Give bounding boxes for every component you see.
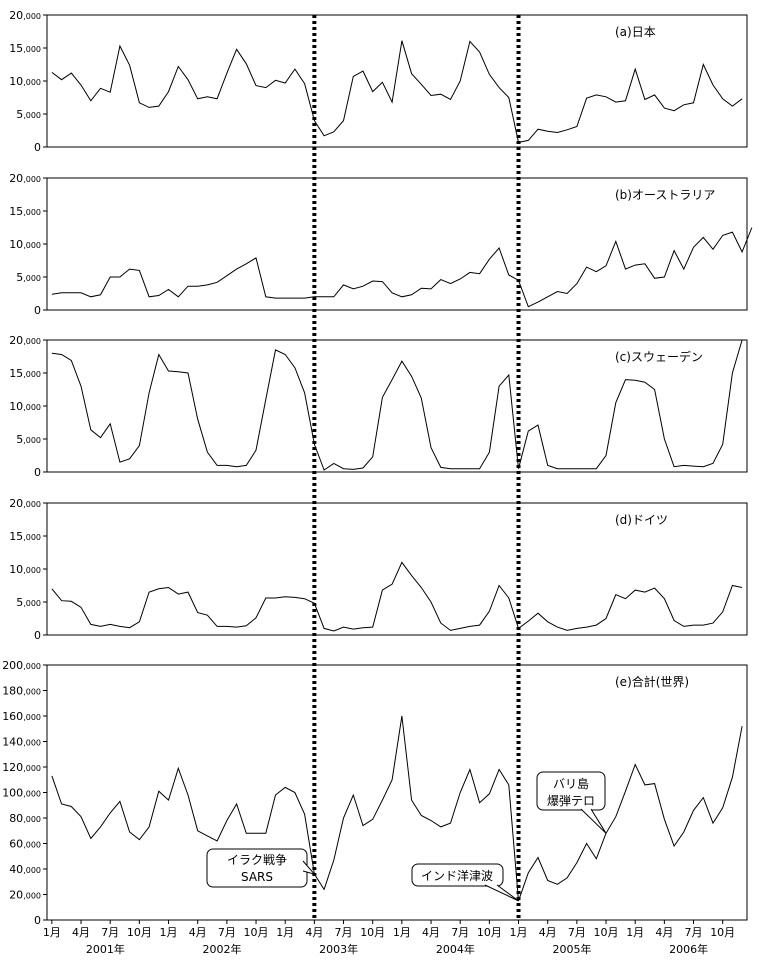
y-tick-label: 200,000 [2,659,41,672]
x-tick-label: 1月 [626,926,644,939]
y-tick-label: 160,000 [2,710,41,723]
x-axis: 1月 4月 7月 10月 1月 4月 7月 10月 1月 4月 7月 10月 1月 4月 7月 10月 1月 4月… [43,920,735,956]
callout-pointer [484,884,519,902]
y-tick-label: 10,000 [9,75,41,88]
callout-box [536,771,606,811]
x-tick-label: 4月 [655,926,673,939]
panel-0: 0 5,000 10,000 15,000 20,000 (a)日本 [9,9,748,154]
x-tick-label: 1月 [393,926,411,939]
y-tick-label: 10,000 [9,238,41,251]
series-line [51,715,743,902]
series-line [51,339,743,471]
year-label: 2003年 [319,942,358,956]
year-label: 2004年 [436,942,475,956]
x-tick-label: 1月 [160,926,178,939]
callout: インド洋津波 [411,863,519,902]
y-tick-label: 140,000 [2,736,41,749]
x-tick-label: 4月 [189,926,207,939]
y-tick-label: 60,000 [9,838,41,851]
year-label: 2006年 [669,942,708,956]
panel-3: 0 5,000 10,000 15,000 20,000 (d)ドイツ [9,497,748,642]
x-tick-label: 7月 [685,926,703,939]
y-tick-label: 0 [34,914,41,927]
y-tick-label: 15,000 [9,42,41,55]
x-tick-label: 10月 [244,926,269,939]
callout-pointer [580,808,607,834]
y-tick-label: 15,000 [9,367,41,380]
x-tick-label: 1月 [43,926,61,939]
y-tick-label: 0 [34,304,41,317]
y-tick-label: 40,000 [9,863,41,876]
panel-frame [46,664,748,921]
x-tick-label: 4月 [72,926,90,939]
y-tick-label: 0 [34,141,41,154]
x-tick-label: 1月 [510,926,528,939]
x-tick-label: 10月 [710,926,735,939]
x-tick-label: 7月 [335,926,353,939]
panel-title: (d)ドイツ [615,513,668,527]
y-tick-label: 20,000 [9,497,41,510]
event-lines [312,15,521,920]
y-tick-label: 5,000 [16,433,41,446]
panel-4: 0 20,000 40,000 60,000 80,000 100,000 120,000 1… [2,659,748,927]
x-tick-label: 10月 [477,926,502,939]
x-tick-label: 7月 [101,926,119,939]
x-tick-label: 10月 [594,926,619,939]
x-tick-label: 10月 [360,926,385,939]
x-tick-label: 4月 [305,926,323,939]
y-tick-label: 20,000 [9,889,41,902]
y-tick-label: 120,000 [2,761,41,774]
callout-pointer [302,860,316,876]
x-tick-label: 10月 [127,926,152,939]
x-tick-label: 7月 [218,926,236,939]
y-tick-label: 0 [34,466,41,479]
callout-box [411,863,504,887]
y-tick-label: 20,000 [9,334,41,347]
callout-text: インド洋津波 [421,868,493,883]
panel-2: 0 5,000 10,000 15,000 20,000 (c)スウェーデン [9,334,748,479]
y-tick-label: 5,000 [16,271,41,284]
panel-title: (a)日本 [615,25,656,39]
y-tick-label: 0 [34,629,41,642]
year-label: 2002年 [203,942,242,956]
y-tick-label: 15,000 [9,530,41,543]
x-tick-label: 7月 [568,926,586,939]
y-tick-label: 15,000 [9,205,41,218]
series-line [51,227,753,308]
y-tick-label: 5,000 [16,596,41,609]
x-tick-label: 4月 [539,926,557,939]
panels-group: 0 5,000 10,000 15,000 20,000 (a)日本 0 5,000 10,00… [2,9,753,927]
year-label: 2001年 [86,942,125,956]
y-tick-label: 10,000 [9,400,41,413]
panel-title: (c)スウェーデン [615,349,703,364]
y-tick-label: 180,000 [2,685,41,698]
year-label: 2005年 [553,942,592,956]
y-tick-label: 20,000 [9,9,41,22]
panel-title: (e)合計(世界) [615,674,689,689]
panel-1: 0 5,000 10,000 15,000 20,000 (b)オーストラリア [9,172,753,317]
x-tick-label: 1月 [276,926,294,939]
callout-text: 爆弾テロ [547,794,595,808]
y-tick-label: 80,000 [9,812,41,825]
callout-text: イラク戦争 [227,853,287,867]
x-tick-label: 7月 [451,926,469,939]
y-tick-label: 10,000 [9,563,41,576]
callout: イラク戦争 SARS [206,848,316,888]
panel-title: (b)オーストラリア [615,188,715,202]
y-tick-label: 5,000 [16,108,41,121]
callout-text: バリ島 [553,776,589,791]
callout-text: SARS [241,870,273,884]
y-tick-label: 20,000 [9,172,41,185]
series-line [51,40,743,143]
series-line [51,561,743,632]
x-tick-label: 4月 [422,926,440,939]
y-tick-label: 100,000 [2,787,41,800]
